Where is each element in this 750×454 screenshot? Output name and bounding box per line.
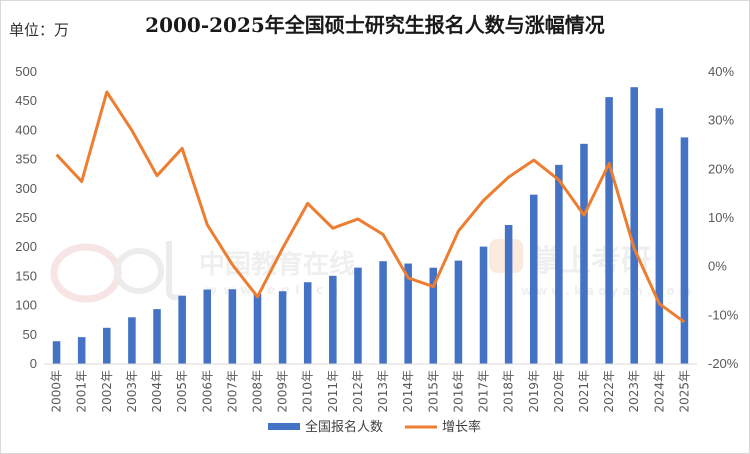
x-tick-label: 2010年 — [301, 370, 315, 413]
x-tick-label: 2015年 — [426, 370, 440, 413]
x-tick-label: 2021年 — [577, 370, 591, 413]
bar — [580, 143, 588, 364]
x-tick-label: 2009年 — [276, 370, 290, 413]
left-tick-label: 150 — [15, 268, 37, 283]
watermark-brand-1: 中国教育在线 — [199, 249, 355, 280]
legend-label-bars: 全国报名人数 — [305, 419, 383, 435]
x-tick-label: 2022年 — [602, 370, 616, 413]
x-tick-label: 2016年 — [451, 370, 465, 413]
legend-swatch-bars — [268, 423, 300, 430]
left-tick-label: 50 — [23, 327, 37, 342]
x-tick-label: 2011年 — [326, 370, 340, 413]
bar — [429, 267, 438, 364]
right-tick-label: 0% — [708, 259, 727, 274]
bar — [404, 263, 412, 364]
x-tick-label: 2013年 — [376, 370, 390, 413]
legend: 全国报名人数 增长率 — [268, 419, 481, 435]
x-axis: 2000年 2001年 2002年 2003年 2004年 2005年 2006年 2007年… — [50, 370, 692, 413]
right-tick-label: 40% — [708, 64, 734, 79]
legend-label-line: 增长率 — [442, 419, 481, 435]
bar — [529, 194, 538, 364]
bar — [454, 260, 463, 364]
left-tick-label: 350 — [15, 152, 37, 167]
bar — [479, 246, 488, 364]
bar — [329, 275, 337, 364]
x-tick-label: 2005年 — [175, 370, 189, 413]
x-tick-label: 2024年 — [652, 370, 666, 413]
watermark: 中国教育在线 www.eol.cn 掌上考研 www.kaoyan.com — [50, 239, 691, 303]
bar — [203, 289, 212, 364]
x-tick-label: 2019年 — [527, 370, 541, 413]
x-tick-label: 2004年 — [150, 370, 164, 413]
bar — [379, 261, 387, 364]
bar — [504, 225, 513, 364]
x-tick-label: 2007年 — [225, 370, 239, 413]
bar — [103, 327, 111, 364]
bar — [278, 291, 287, 364]
bar — [680, 137, 689, 364]
left-tick-label: 200 — [15, 239, 37, 254]
left-tick-label: 450 — [15, 93, 37, 108]
x-tick-label: 2008年 — [250, 370, 264, 413]
bar — [253, 293, 262, 364]
x-tick-label: 2020年 — [552, 370, 566, 413]
bar — [303, 282, 312, 364]
bar — [630, 87, 638, 365]
right-tick-label: 20% — [708, 161, 734, 176]
x-tick-label: 2000年 — [50, 370, 64, 413]
line-series — [55, 90, 686, 324]
bar-series — [52, 87, 689, 365]
right-tick-label: -20% — [708, 356, 739, 371]
eol-logo — [50, 241, 180, 303]
left-tick-label: 100 — [15, 298, 37, 313]
right-tick-label: -10% — [708, 307, 739, 322]
bar — [655, 108, 664, 364]
x-tick-label: 2014年 — [401, 370, 415, 413]
right-tick-label: 10% — [708, 210, 734, 225]
left-tick-label: 500 — [15, 64, 37, 79]
x-tick-label: 2003年 — [125, 370, 139, 413]
x-tick-label: 2001年 — [75, 370, 89, 413]
left-tick-label: 300 — [15, 181, 37, 196]
x-tick-label: 2018年 — [502, 370, 516, 413]
chart-title: 2000-2025年全国硕士研究生报名人数与涨幅情况 — [145, 13, 605, 37]
bar — [605, 97, 613, 364]
x-tick-label: 2023年 — [627, 370, 641, 413]
x-tick-label: 2002年 — [100, 370, 114, 413]
watermark-url-1: www.eol.cn — [206, 283, 344, 297]
right-tick-label: 30% — [708, 113, 734, 128]
bar — [178, 295, 186, 364]
bar — [354, 267, 362, 364]
left-tick-label: 250 — [15, 210, 37, 225]
bar — [228, 289, 237, 364]
bar — [52, 341, 61, 364]
bar — [153, 309, 161, 364]
unit-label: 单位：万 — [9, 21, 69, 39]
x-tick-label: 2025年 — [677, 370, 691, 413]
x-tick-label: 2017年 — [477, 370, 491, 413]
left-tick-label: 400 — [15, 122, 37, 137]
left-axis: 0 50 100 150 200 250 300 350 400 450 500 — [15, 64, 37, 371]
bar — [555, 164, 563, 364]
x-tick-label: 2006年 — [200, 370, 214, 413]
right-axis: -20% -10% 0% 10% 20% 30% 40% — [708, 64, 739, 371]
bar — [77, 337, 86, 364]
left-tick-label: 0 — [30, 356, 37, 371]
growth-rate-line — [55, 90, 686, 324]
bar — [128, 317, 136, 364]
x-tick-label: 2012年 — [351, 370, 365, 413]
